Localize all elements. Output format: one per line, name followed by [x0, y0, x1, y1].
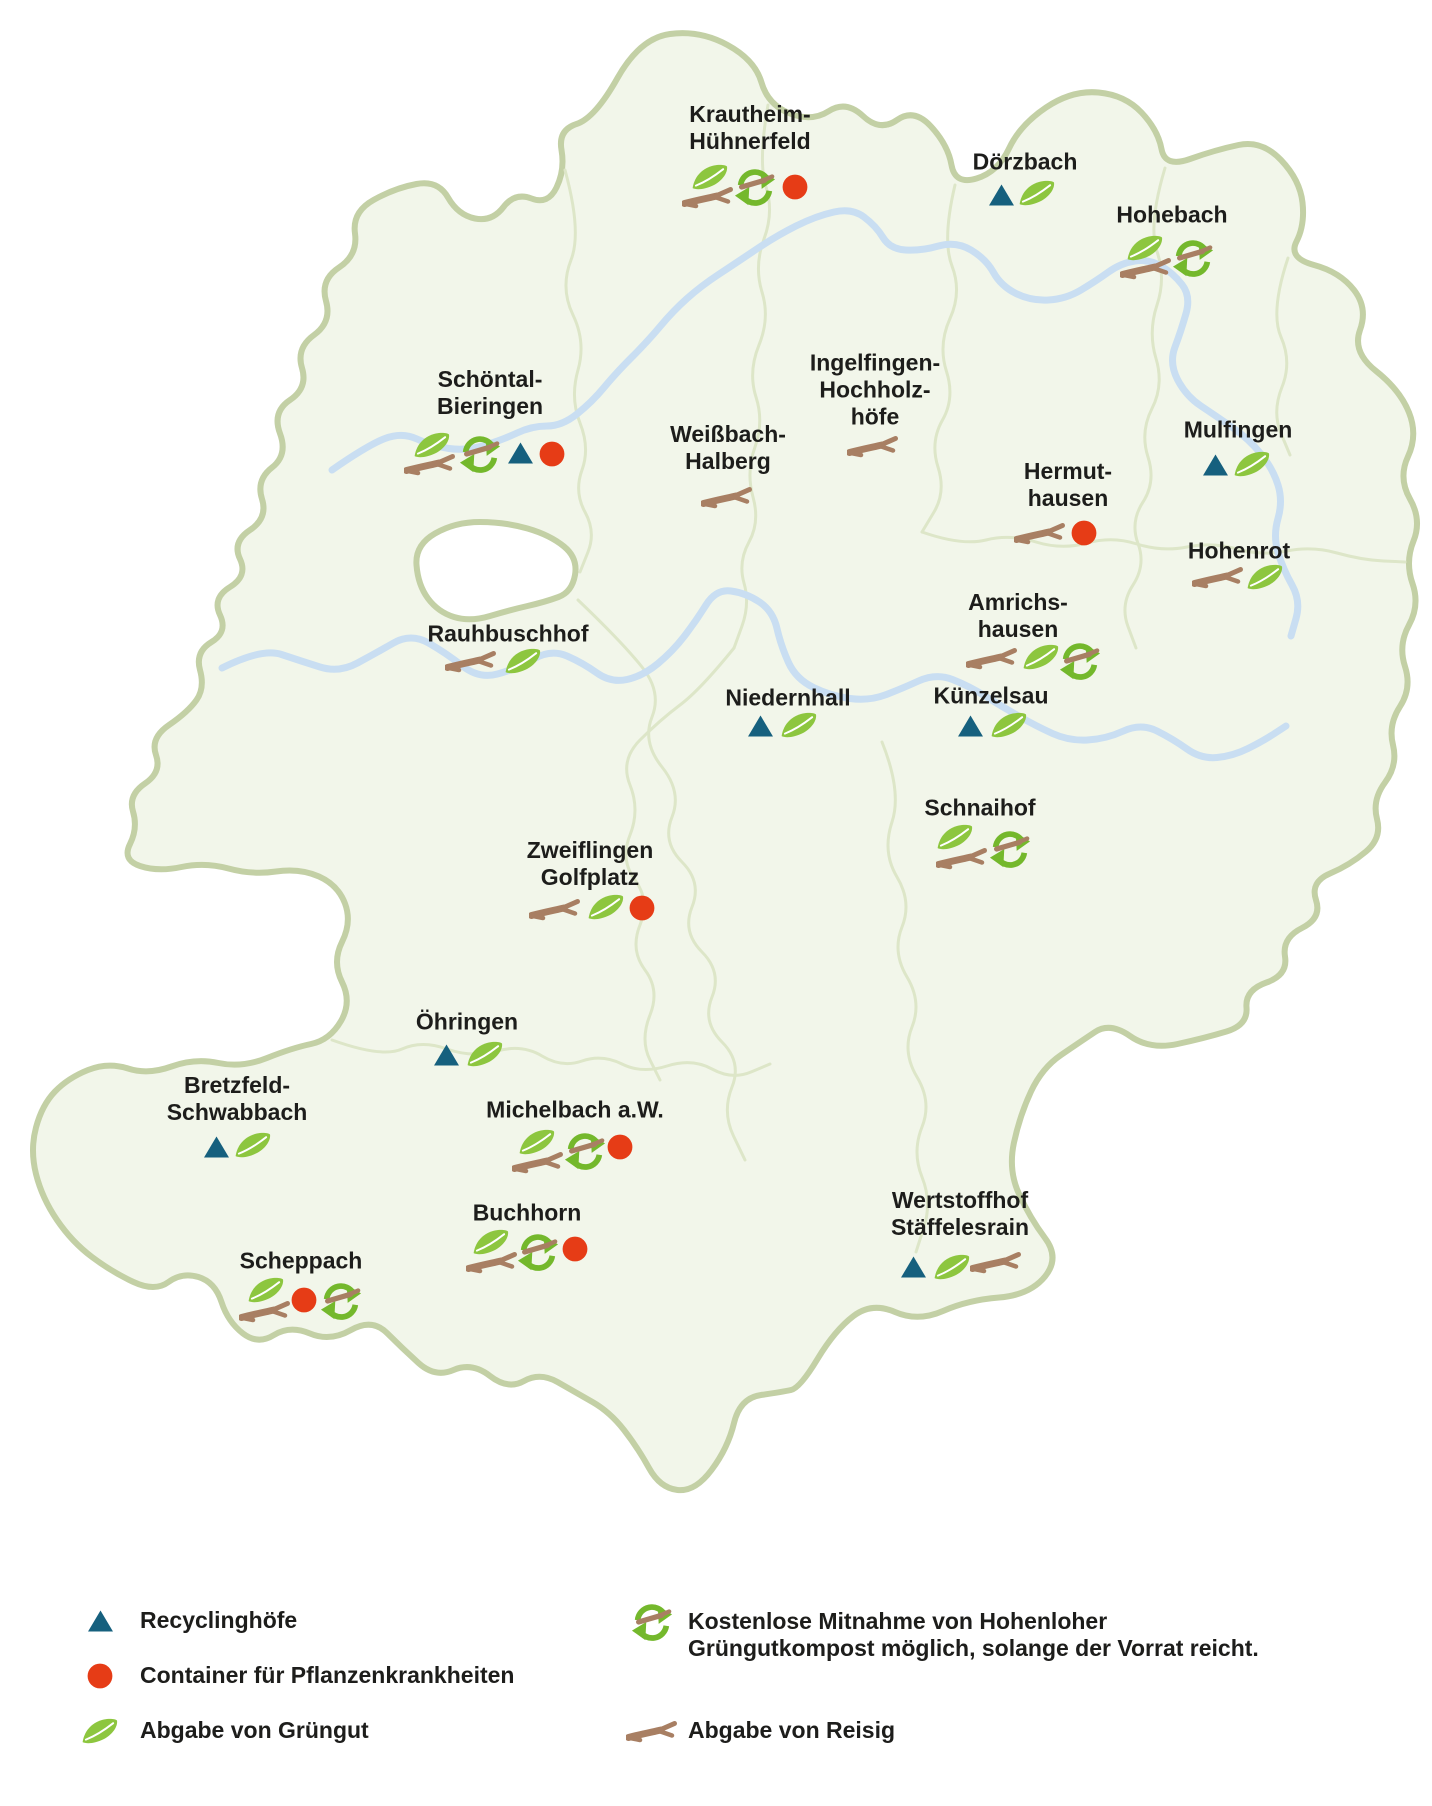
location-label-zweiflingen-golfplatz: Zweiflingen Golfplatz	[526, 837, 654, 890]
reisig-branch-icon	[701, 485, 753, 509]
gruengut-leaf-icon	[234, 1131, 272, 1158]
location-label-schoental-bieringen: Schöntal- Bieringen	[436, 366, 544, 419]
gruengut-leaf-icon	[780, 711, 818, 738]
location-label-weissbach-halberg: Weißbach- Halberg	[670, 421, 786, 474]
recyclinghof-triangle-icon	[1202, 454, 1228, 476]
recyclinghof-triangle-icon	[433, 1044, 459, 1066]
gruengut-leaf-icon	[81, 1717, 119, 1744]
location-label-scheppach: Scheppach	[239, 1247, 363, 1274]
container-circle-icon	[607, 1134, 633, 1160]
location-label-hermuthausen: Hermut- hausen	[1023, 458, 1113, 511]
legend-label-container: Container für Pflanzenkrankheiten	[140, 1662, 515, 1688]
reisig-branch-icon	[1014, 521, 1066, 545]
gruengut-leaf-icon	[1246, 563, 1284, 590]
reisig-branch-icon	[239, 1299, 291, 1323]
recyclinghof-triangle-icon	[988, 184, 1014, 206]
kompost-recycle-icon	[564, 1129, 606, 1173]
district-boundary	[30, 30, 1420, 1494]
legend-label-gruengut: Abgabe von Grüngut	[140, 1717, 369, 1743]
location-label-hohenrot: Hohenrot	[1187, 537, 1291, 564]
enclave-area	[413, 519, 579, 623]
gruengut-leaf-icon	[933, 1253, 971, 1280]
municipal-boundary	[563, 168, 593, 574]
location-label-mulfingen: Mulfingen	[1183, 416, 1293, 443]
location-label-buchhorn: Buchhorn	[472, 1199, 582, 1226]
container-circle-icon	[629, 895, 655, 921]
river-jagst	[328, 207, 1302, 640]
location-label-michelbach-aw: Michelbach a.W.	[486, 1096, 664, 1123]
reisig-branch-icon	[529, 897, 581, 921]
kompost-recycle-icon	[1059, 639, 1101, 683]
reisig-branch-icon	[682, 185, 734, 209]
kompost-recycle-icon	[320, 1279, 362, 1323]
municipal-boundary	[880, 740, 929, 1254]
kompost-recycle-icon	[1172, 236, 1214, 280]
gruengut-leaf-icon	[466, 1040, 504, 1067]
location-label-bretzfeld-schwabbach: Bretzfeld- Schwabbach	[166, 1072, 308, 1125]
municipal-boundary	[330, 1038, 772, 1077]
recyclinghof-triangle-icon	[900, 1256, 926, 1278]
kompost-recycle-icon	[631, 1600, 673, 1644]
kompost-recycle-icon	[989, 827, 1031, 871]
location-label-kuenzelsau: Künzelsau	[933, 682, 1049, 709]
location-label-wertstoffhof-staeffelesrain: Wertstoffhof Stäffelesrain	[890, 1187, 1030, 1240]
recyclinghof-triangle-icon	[747, 715, 773, 737]
container-circle-icon	[539, 441, 565, 467]
gruengut-leaf-icon	[1018, 179, 1056, 206]
container-circle-icon	[562, 1236, 588, 1262]
municipal-boundary	[624, 646, 736, 1082]
location-label-schnaihof: Schnaihof	[924, 794, 1036, 821]
reisig-branch-icon	[445, 649, 497, 673]
municipal-boundary	[732, 103, 771, 650]
legend-label-recyclinghof: Recyclinghöfe	[140, 1607, 298, 1633]
reisig-branch-icon	[1120, 256, 1172, 280]
location-label-doerzbach: Dörzbach	[972, 148, 1078, 175]
reisig-branch-icon	[466, 1250, 518, 1274]
municipal-boundary	[576, 598, 747, 1162]
location-label-krautheim-huehnerfeld: Krautheim- Hühnerfeld	[689, 101, 811, 154]
location-label-hohebach: Hohebach	[1116, 201, 1228, 228]
kompost-recycle-icon	[517, 1230, 559, 1274]
legend-label-kompost: Kostenlose Mitnahme von Hohenloher Grüng…	[688, 1608, 1259, 1661]
container-circle-icon	[1071, 520, 1097, 546]
gruengut-leaf-icon	[990, 711, 1028, 738]
reisig-branch-icon	[966, 646, 1018, 670]
reisig-branch-icon	[1192, 565, 1244, 589]
kompost-recycle-icon	[459, 432, 501, 476]
recyclinghof-triangle-icon	[507, 442, 533, 464]
container-circle-icon	[782, 174, 808, 200]
recyclinghof-triangle-icon	[203, 1136, 229, 1158]
municipal-boundary	[920, 183, 958, 534]
reisig-branch-icon	[626, 1719, 678, 1743]
container-circle-icon	[87, 1663, 113, 1689]
reisig-branch-icon	[847, 434, 899, 458]
recyclinghof-triangle-icon	[957, 715, 983, 737]
gruengut-leaf-icon	[1233, 450, 1271, 477]
location-label-niedernhall: Niedernhall	[725, 684, 851, 711]
recyclinghof-triangle-icon	[87, 1610, 113, 1632]
reisig-branch-icon	[936, 846, 988, 870]
kompost-recycle-icon	[734, 165, 776, 209]
location-label-amrichshausen: Amrichs- hausen	[968, 589, 1068, 642]
gruengut-leaf-icon	[587, 893, 625, 920]
municipal-boundary	[920, 530, 1407, 564]
gruengut-leaf-icon	[504, 647, 542, 674]
location-label-rauhbuschhof: Rauhbuschhof	[427, 620, 589, 647]
location-label-ingelfingen-hochholzhoefe: Ingelfingen- Hochholz- höfe	[809, 349, 941, 430]
container-circle-icon	[291, 1287, 317, 1313]
reisig-branch-icon	[404, 452, 456, 476]
legend-label-reisig: Abgabe von Reisig	[688, 1717, 896, 1743]
river-kocher	[218, 587, 1290, 762]
gruengut-leaf-icon	[1022, 643, 1060, 670]
municipal-boundary	[1275, 256, 1292, 457]
reisig-branch-icon	[512, 1150, 564, 1174]
reisig-branch-icon	[970, 1250, 1022, 1274]
location-label-oehringen: Öhringen	[415, 1008, 519, 1035]
